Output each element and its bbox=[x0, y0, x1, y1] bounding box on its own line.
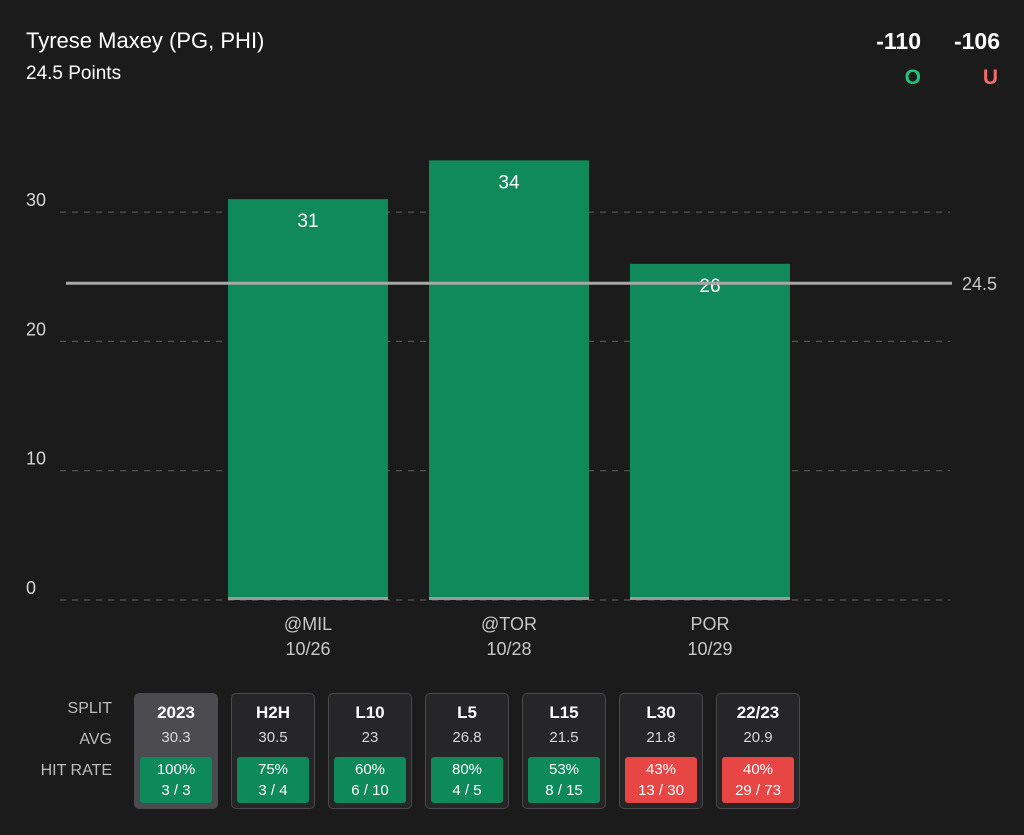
split-card-l5[interactable]: L5 26.8 80% 4 / 5 bbox=[425, 693, 509, 809]
over-label[interactable]: O bbox=[904, 66, 921, 89]
hit-rate-percent: 43% bbox=[645, 761, 677, 778]
hit-rate-badge: 80% 4 / 5 bbox=[431, 757, 503, 803]
split-card-2223[interactable]: 22/23 20.9 40% 29 / 73 bbox=[716, 693, 800, 809]
split-avg: 20.9 bbox=[743, 729, 773, 746]
split-row-labels: SPLIT AVG HIT RATE bbox=[30, 699, 112, 792]
bar-baseline bbox=[630, 597, 790, 600]
points-bar-chart: 0 10 20 30 31 34 26 24.5 @MIL 10/26 @TOR 10/28 PO… bbox=[26, 160, 997, 659]
split-name: L10 bbox=[355, 703, 385, 722]
hit-rate-percent: 60% bbox=[354, 761, 386, 778]
split-avg: 30.3 bbox=[161, 729, 191, 746]
over-odds[interactable]: -110 bbox=[876, 28, 921, 54]
hit-rate-label: HIT RATE bbox=[40, 762, 112, 779]
hit-rate-percent: 80% bbox=[451, 761, 483, 778]
x-category-label: POR bbox=[690, 614, 729, 634]
x-date-label: 10/29 bbox=[687, 639, 732, 659]
y-tick-label: 20 bbox=[26, 319, 46, 339]
y-tick-label: 30 bbox=[26, 190, 46, 210]
hit-rate-record: 13 / 30 bbox=[638, 782, 684, 799]
hit-rate-percent: 75% bbox=[257, 761, 289, 778]
split-card-2023[interactable]: 2023 30.3 100% 3 / 3 bbox=[134, 693, 218, 809]
split-name: 2023 bbox=[157, 703, 195, 722]
split-card-l15[interactable]: L15 21.5 53% 8 / 15 bbox=[522, 693, 606, 809]
split-card-h2h[interactable]: H2H 30.5 75% 3 / 4 bbox=[231, 693, 315, 809]
bar-value-label: 34 bbox=[498, 172, 520, 193]
hit-rate-record: 8 / 15 bbox=[545, 782, 583, 799]
hit-rate-percent: 100% bbox=[156, 761, 196, 778]
split-avg: 26.8 bbox=[452, 729, 482, 746]
hit-rate-badge: 53% 8 / 15 bbox=[528, 757, 600, 803]
split-avg: 21.8 bbox=[646, 729, 676, 746]
y-tick-label: 10 bbox=[26, 449, 46, 469]
hit-rate-record: 29 / 73 bbox=[735, 782, 781, 799]
split-name: 22/23 bbox=[736, 703, 780, 722]
avg-label: AVG bbox=[79, 731, 112, 748]
x-category-label: @TOR bbox=[481, 614, 537, 634]
hit-rate-badge: 40% 29 / 73 bbox=[722, 757, 794, 803]
hit-rate-badge: 43% 13 / 30 bbox=[625, 757, 697, 803]
split-card-l30[interactable]: L30 21.8 43% 13 / 30 bbox=[619, 693, 703, 809]
hit-rate-percent: 40% bbox=[742, 761, 774, 778]
bar bbox=[228, 199, 388, 601]
split-card-l10[interactable]: L10 23 60% 6 / 10 bbox=[328, 693, 412, 809]
x-category-label: @MIL bbox=[284, 614, 332, 634]
hit-rate-badge: 100% 3 / 3 bbox=[140, 757, 212, 803]
split-name: L5 bbox=[457, 703, 477, 722]
x-date-label: 10/26 bbox=[285, 639, 330, 659]
split-name: L15 bbox=[549, 703, 579, 722]
split-name: H2H bbox=[255, 703, 290, 722]
split-label: SPLIT bbox=[67, 700, 112, 717]
player-title: Tyrese Maxey (PG, PHI) bbox=[26, 28, 265, 53]
hit-rate-record: 4 / 5 bbox=[452, 782, 482, 799]
hit-rate-percent: 53% bbox=[548, 761, 580, 778]
hit-rate-record: 3 / 3 bbox=[161, 782, 191, 799]
bar bbox=[429, 160, 589, 600]
prop-line: 24.5 Points bbox=[26, 63, 122, 84]
hit-rate-badge: 60% 6 / 10 bbox=[334, 757, 406, 803]
split-avg: 30.5 bbox=[258, 729, 288, 746]
reference-line-label: 24.5 bbox=[962, 274, 997, 294]
y-tick-label: 0 bbox=[26, 578, 36, 598]
bar-value-label: 26 bbox=[699, 276, 720, 297]
hit-rate-record: 3 / 4 bbox=[258, 782, 288, 799]
bar-baseline bbox=[228, 597, 388, 600]
split-avg: 23 bbox=[361, 729, 379, 746]
bar bbox=[630, 263, 790, 600]
hit-rate-record: 6 / 10 bbox=[351, 782, 389, 799]
split-avg: 21.5 bbox=[549, 729, 579, 746]
split-name: L30 bbox=[646, 703, 676, 722]
bar-baseline bbox=[429, 597, 589, 600]
bar-value-label: 31 bbox=[297, 211, 318, 232]
under-odds[interactable]: -106 bbox=[953, 28, 1000, 54]
hit-rate-badge: 75% 3 / 4 bbox=[237, 757, 309, 803]
under-label[interactable]: U bbox=[982, 66, 998, 89]
x-date-label: 10/28 bbox=[486, 639, 531, 659]
